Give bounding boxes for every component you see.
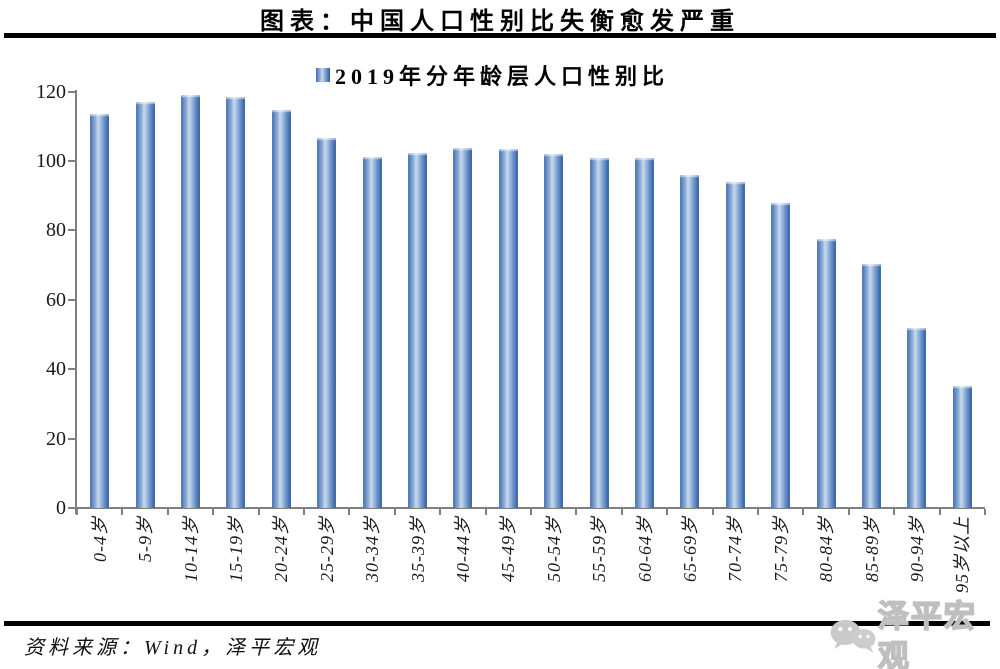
bottom-divider: [4, 621, 990, 626]
bar: [317, 137, 337, 508]
x-tick: [530, 509, 532, 515]
y-tick: [68, 90, 75, 93]
x-tick: [303, 509, 305, 515]
x-tick: [439, 509, 442, 515]
x-tick: [121, 509, 124, 515]
y-tick: [68, 507, 75, 509]
x-tick: [484, 509, 487, 515]
y-tick: [68, 298, 75, 301]
x-category-label: 45-49岁: [498, 516, 519, 582]
x-tick: [76, 509, 78, 515]
x-tick: [575, 509, 578, 515]
y-tick-label: 20: [46, 427, 66, 450]
bar: [181, 94, 200, 508]
bar: [271, 110, 291, 508]
watermark-label: 泽平宏观: [877, 598, 977, 669]
top-divider: [4, 33, 996, 38]
x-category-label: 40-44岁: [452, 516, 473, 582]
y-tick-label: 60: [46, 288, 66, 311]
y-tick-label: 100: [36, 150, 66, 173]
x-category-label: 15-19岁: [225, 516, 246, 582]
legend-label: 2019年分年龄层人口性别比: [335, 64, 670, 89]
y-tick-label: 120: [36, 80, 66, 103]
bar: [544, 153, 564, 508]
bar: [680, 175, 700, 508]
x-category-label: 70-74岁: [725, 516, 746, 582]
x-tick: [893, 509, 896, 515]
x-tick: [666, 509, 669, 515]
x-category-label: 20-24岁: [271, 516, 292, 582]
y-tick: [68, 368, 75, 371]
x-category-label: 5-9岁: [135, 516, 156, 562]
y-tick: [68, 437, 75, 440]
bar: [135, 102, 155, 508]
bar: [816, 239, 836, 508]
y-tick-label: 80: [46, 219, 66, 242]
x-category-label: 55-59岁: [589, 516, 610, 582]
x-tick: [711, 509, 714, 515]
y-axis-line: [75, 90, 77, 515]
y-tick: [68, 160, 75, 163]
chart-legend: 2019年分年龄层人口性别比: [316, 59, 669, 91]
x-category-label: 50-54岁: [543, 516, 564, 582]
y-tick: [68, 229, 75, 232]
bar: [226, 97, 246, 508]
bar: [771, 203, 791, 508]
bar: [453, 148, 473, 508]
bar: [408, 153, 427, 508]
x-tick: [257, 509, 260, 515]
bar: [907, 328, 927, 508]
x-tick: [166, 509, 169, 515]
bar: [725, 181, 745, 508]
x-tick: [847, 509, 850, 515]
y-tick-label: 0: [56, 497, 66, 519]
x-category-label: 30-34岁: [362, 516, 383, 582]
x-category-label: 0-4岁: [89, 516, 110, 562]
bar: [862, 263, 881, 508]
bar: [952, 385, 972, 508]
bar: [498, 148, 518, 508]
x-category-label: 25-29岁: [316, 516, 337, 582]
x-category-label: 10-14岁: [180, 516, 201, 582]
x-category-label: 35-39岁: [407, 516, 428, 582]
x-tick: [938, 509, 941, 515]
x-axis-line: [75, 507, 985, 509]
x-tick: [984, 509, 986, 515]
bar: [90, 113, 110, 508]
x-tick: [757, 509, 759, 515]
y-tick-label: 40: [46, 358, 66, 381]
x-tick: [393, 509, 396, 515]
x-tick: [212, 509, 215, 515]
x-category-label: 75-79岁: [770, 516, 791, 582]
watermark: 泽平宏观: [826, 597, 1000, 669]
wechat-icon: [830, 619, 876, 653]
bar: [362, 156, 382, 508]
page-title: 图表：中国人口性别比失衡愈发严重: [260, 9, 740, 35]
x-tick: [802, 509, 805, 515]
bar: [635, 158, 654, 508]
legend-marker-icon: [316, 68, 330, 82]
bar: [589, 158, 609, 508]
x-category-label: 60-64岁: [634, 516, 655, 582]
x-category-label: 65-69岁: [679, 516, 700, 582]
x-tick: [620, 509, 623, 515]
source-note: 资料来源：Wind，泽平宏观: [24, 637, 322, 659]
x-tick: [348, 509, 351, 515]
